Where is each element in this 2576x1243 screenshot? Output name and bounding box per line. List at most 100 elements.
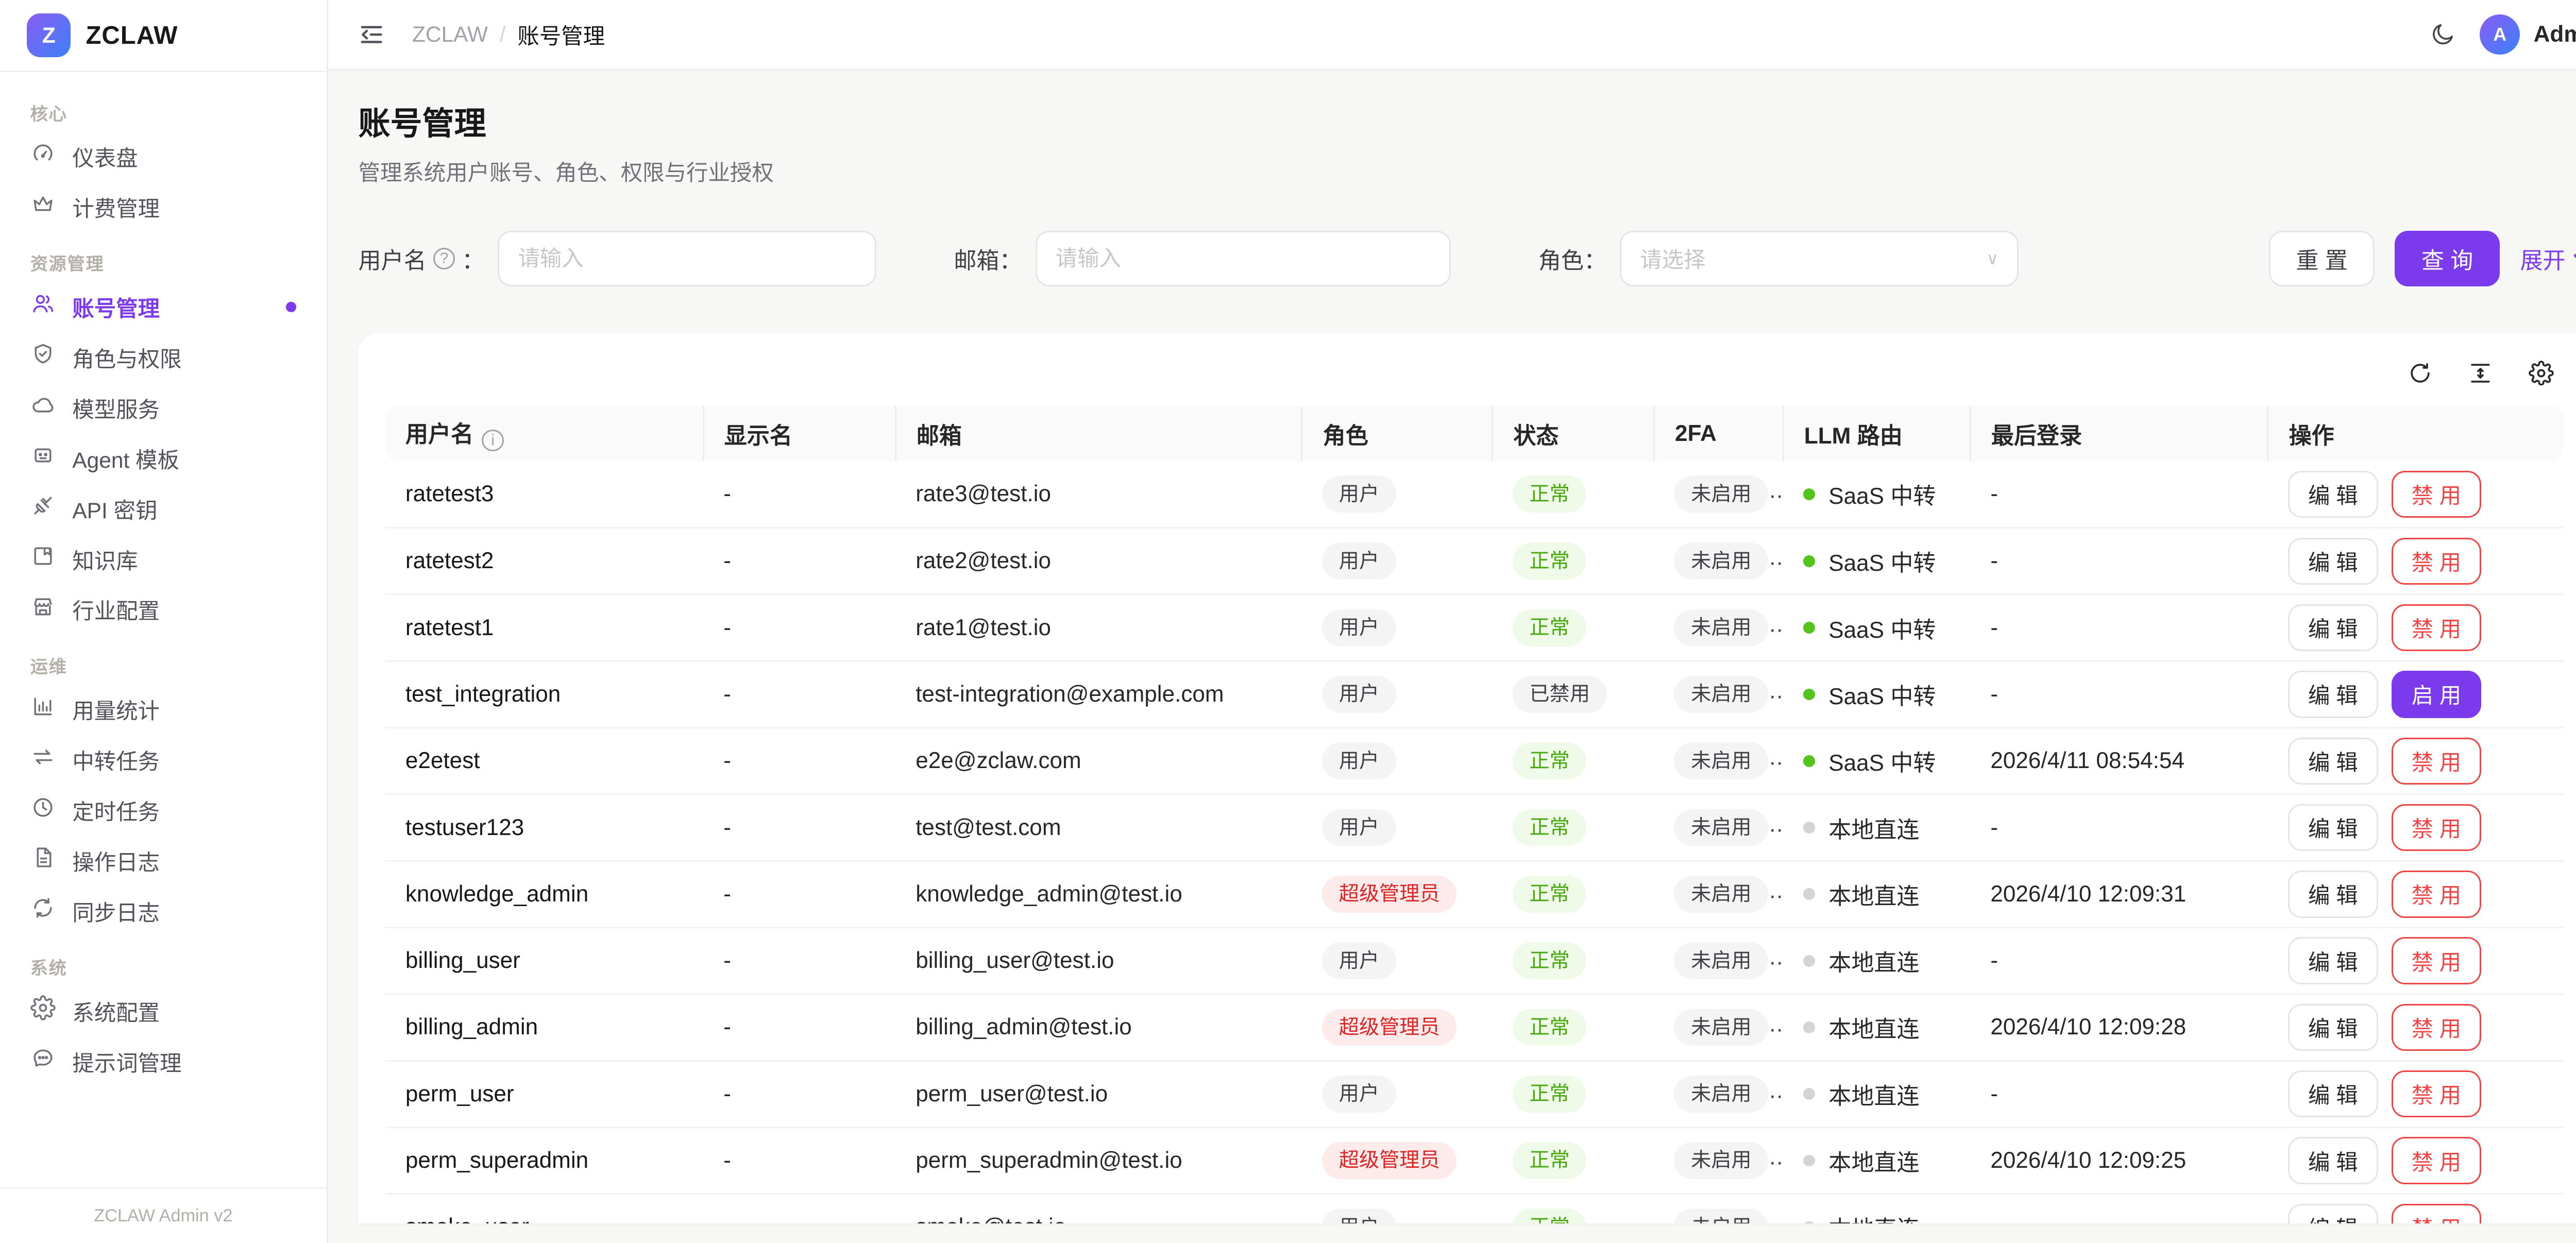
edit-button[interactable]: 编 辑 [2288,470,2378,518]
sidebar-item-clock[interactable]: 定时任务 [17,786,310,836]
refresh-icon[interactable] [2408,361,2433,386]
sidebar-item-book[interactable]: 知识库 [17,534,310,585]
sidebar-item-users[interactable]: 账号管理 [17,282,310,332]
dark-mode-toggle-icon[interactable] [2429,21,2456,48]
cell-actions: 编 辑禁 用 [2267,727,2564,795]
route-label: SaaS 中转 [1828,617,1936,643]
username-input[interactable] [498,231,877,286]
status-badge: 已禁用 [1512,676,1607,713]
sidebar-item-gauge[interactable]: 仪表盘 [17,132,310,182]
status-badge: 正常 [1512,809,1587,846]
cell-role: 用户 [1301,1194,1493,1223]
edit-button[interactable]: 编 辑 [2288,871,2378,918]
breadcrumb-root[interactable]: ZCLAW [412,22,488,47]
edit-button[interactable]: 编 辑 [2288,1070,2378,1118]
table-row: perm_user - perm_user@test.io 用户 正常 未启用 本地直连 - 编… [385,1061,2564,1128]
sidebar-item-label: 账号管理 [72,296,160,321]
user-menu[interactable]: A Admin [2480,14,2576,55]
role-badge: 用户 [1322,475,1396,513]
disable-button[interactable]: 禁 用 [2391,737,2482,785]
cell-llm-route: 本地直连 [1783,1194,1971,1223]
cell-2fa: 未启用 [1654,527,1784,595]
status-badge: 正常 [1512,742,1587,780]
sidebar-item-file[interactable]: 操作日志 [17,836,310,886]
column-header-email: 邮箱 [895,405,1303,462]
cell-actions: 编 辑启 用 [2267,661,2564,729]
breadcrumb-separator: / [499,22,506,47]
sidebar-item-store[interactable]: 行业配置 [17,585,310,635]
edit-button[interactable]: 编 辑 [2288,1137,2378,1184]
role-badge: 用户 [1322,542,1396,580]
disable-button[interactable]: 禁 用 [2391,937,2482,984]
row-height-icon[interactable] [2468,361,2493,386]
question-circle-icon[interactable]: ? [433,247,455,270]
collapse-sidebar-icon[interactable] [358,21,385,48]
cell-username: perm_superadmin [385,1127,704,1195]
disable-button[interactable]: 禁 用 [2391,1070,2482,1118]
table-row: ratetest2- rate2@test.io 用户 正常 未启用 SaaS 中转 - 编 … [385,527,2564,595]
cell-llm-route: 本地直连 [1783,927,1971,995]
sidebar: Z ZCLAW 核心 仪表盘 计费管理 资源管理 账号管理 角色与权限 模型服务 Agent … [0,0,328,1243]
shield-icon [30,342,56,373]
sidebar-item-chart[interactable]: 用量统计 [17,685,310,735]
cell-actions: 编 辑禁 用 [2267,594,2564,662]
cell-username: ratetest2 [385,527,704,595]
status-badge: 正常 [1512,475,1587,513]
edit-button[interactable]: 编 辑 [2288,1003,2378,1051]
edit-button[interactable]: 编 辑 [2288,804,2378,852]
edit-button[interactable]: 编 辑 [2288,937,2378,984]
info-circle-icon[interactable]: i [482,429,504,452]
reset-button[interactable]: 重 置 [2269,231,2375,286]
edit-button[interactable]: 编 辑 [2288,1203,2378,1223]
edit-button[interactable]: 编 辑 [2288,737,2378,785]
edit-button[interactable]: 编 辑 [2288,604,2378,652]
sidebar-item-plug[interactable]: API 密钥 [17,484,310,534]
book-icon [30,543,56,575]
role-badge: 超级管理员 [1322,1009,1457,1046]
swap-icon [30,744,56,776]
sidebar-item-bot[interactable]: Agent 模板 [17,433,310,484]
search-button[interactable]: 查 询 [2394,231,2500,286]
sidebar-item-chat[interactable]: 提示词管理 [17,1036,310,1087]
role-select[interactable]: 请选择 ∨ [1620,231,2019,286]
sidebar-item-label: 用量统计 [72,699,160,724]
sidebar-item-label: 角色与权限 [72,347,182,371]
route-label: SaaS 中转 [1828,684,1936,709]
disable-button[interactable]: 禁 用 [2391,871,2482,918]
role-badge: 用户 [1322,1208,1396,1223]
table-card: 用户名 i 显示名 邮箱 角色 状态 2FA LLM 路由 最后登录 操作 ratetest3- r… [358,333,2576,1223]
chevron-down-icon [2573,254,2576,259]
sidebar-item-crown[interactable]: 计费管理 [17,182,310,233]
email-input[interactable] [1035,231,1451,286]
disable-button[interactable]: 禁 用 [2391,604,2482,652]
nav-section-label: 核心 [30,104,67,124]
sidebar-item-cloud[interactable]: 模型服务 [17,383,310,433]
disable-button[interactable]: 禁 用 [2391,1203,2482,1223]
sidebar-item-label: 计费管理 [72,197,160,222]
edit-button[interactable]: 编 辑 [2288,537,2378,585]
sidebar-item-shield[interactable]: 角色与权限 [17,332,310,383]
enable-button[interactable]: 启 用 [2391,671,2482,718]
cell-last-login: - [1970,661,2268,729]
column-settings-icon[interactable] [2529,360,2554,386]
expand-filters-link[interactable]: 展开 [2520,242,2576,275]
disable-button[interactable]: 禁 用 [2391,804,2482,852]
cell-username: smoke_user [385,1194,704,1223]
disable-button[interactable]: 禁 用 [2391,1003,2482,1051]
table-row: test_integration - test-integration@exampl… [385,661,2564,729]
column-header-role: 角色 [1301,405,1494,462]
cell-status: 正常 [1492,1194,1654,1223]
cell-status: 正常 [1492,927,1654,995]
disable-button[interactable]: 禁 用 [2391,1137,2482,1184]
cell-email: rate2@test.io [895,527,1302,595]
edit-button[interactable]: 编 辑 [2288,671,2378,718]
cell-llm-route: SaaS 中转 [1783,661,1971,729]
sidebar-item-label: 中转任务 [72,750,160,774]
sidebar-item-label: 操作日志 [72,850,160,875]
sidebar-item-gear[interactable]: 系统配置 [17,986,310,1036]
sidebar-item-sync[interactable]: 同步日志 [17,886,310,936]
disable-button[interactable]: 禁 用 [2391,537,2482,585]
disable-button[interactable]: 禁 用 [2391,470,2482,518]
sidebar-item-swap[interactable]: 中转任务 [17,735,310,786]
status-badge: 正常 [1512,1208,1587,1223]
